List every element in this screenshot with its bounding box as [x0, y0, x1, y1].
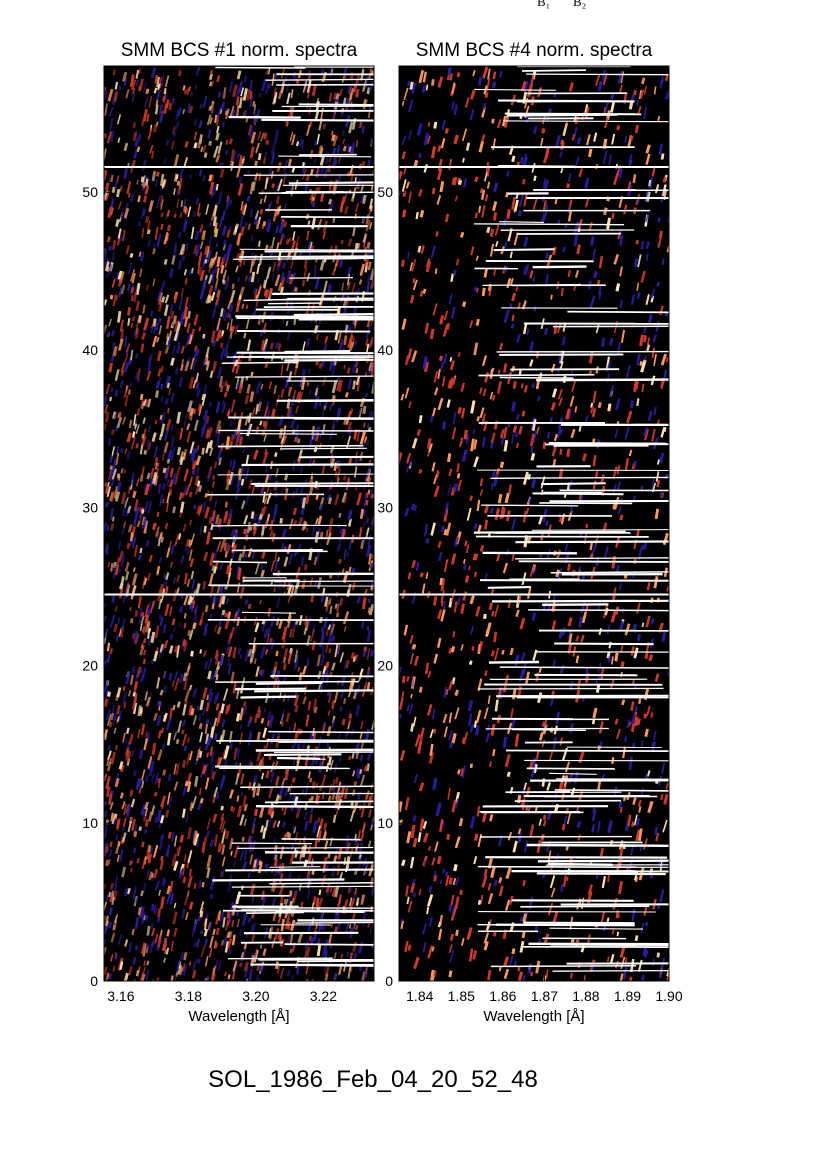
x-tick-label: 3.20: [242, 988, 269, 1004]
overlay-line: [289, 182, 374, 183]
overlay-line: [256, 683, 323, 684]
overlay-line: [215, 767, 329, 768]
x-tick-label: 3.16: [107, 988, 134, 1004]
overlay-line: [251, 483, 374, 484]
overlay-line: [213, 562, 267, 563]
top-label-b1: B₁: [537, 0, 550, 9]
overlay-line: [240, 786, 374, 787]
overlay-line: [285, 944, 375, 945]
heatmap-cell: [366, 980, 371, 990]
y-tick-label: 0: [90, 973, 98, 989]
overlay-line: [228, 418, 374, 419]
overlay-line: [277, 400, 374, 401]
overlay-line: [259, 192, 374, 193]
overlay-line: [277, 758, 320, 759]
y-tick-label: 20: [82, 657, 98, 673]
overlay-line: [235, 689, 306, 690]
overlay-line: [216, 741, 374, 742]
overlay-line: [215, 68, 305, 69]
overlay-line: [270, 676, 374, 677]
overlay-line: [295, 922, 374, 923]
panel-1-xlabel: Wavelength [Å]: [188, 1008, 289, 1025]
panels: SMM BCS #1 norm. spectra 3.16 3.18 3.20 3.22…: [82, 40, 682, 1025]
overlay-line: [261, 120, 374, 121]
x-tick-label: 3.18: [175, 988, 202, 1004]
overlay-line: [232, 886, 374, 887]
overlay-line: [235, 316, 374, 317]
overlay-line: [294, 314, 374, 315]
overlay-line: [299, 104, 374, 105]
overlay-line: [241, 910, 374, 911]
y-tick-label: 50: [82, 184, 98, 200]
top-label-b2: B₂: [573, 0, 586, 9]
overlay-line: [218, 446, 363, 447]
overlay-line: [229, 117, 301, 118]
overlay-line: [241, 697, 297, 698]
overlay-line: [232, 843, 312, 844]
overlay-line: [242, 464, 374, 465]
overlay-line: [240, 434, 337, 435]
overlay-line: [265, 801, 374, 802]
overlay-line: [284, 360, 374, 361]
overlay-line: [269, 867, 320, 868]
overlay-line: [289, 278, 353, 279]
overlay-line: [215, 682, 359, 683]
overlay-line: [253, 525, 347, 526]
overlay-line: [297, 961, 374, 962]
overlay-line: [264, 754, 342, 755]
panel-2-heatmap-bg: [399, 66, 669, 981]
overlay-line: [256, 750, 374, 751]
overlay-line: [238, 908, 375, 909]
overlay-line: [268, 303, 321, 304]
overlay-line: [249, 356, 374, 357]
overlay-line: [246, 912, 304, 913]
overlay-line: [282, 839, 361, 840]
panel-1: SMM BCS #1 norm. spectra 3.16 3.18 3.20 3.22…: [82, 40, 376, 1025]
panel-1-title: SMM BCS #1 norm. spectra: [121, 40, 358, 61]
y-tick-label: 30: [82, 500, 98, 516]
overlay-line: [237, 331, 370, 332]
y-tick-label: 10: [82, 815, 98, 831]
panel-2-title: SMM BCS #4 norm. spectra: [416, 40, 653, 61]
overlay-line: [269, 883, 374, 884]
overlay-line: [280, 448, 367, 449]
overlay-line: [239, 256, 374, 257]
y-tick-label: 40: [82, 342, 98, 358]
overlay-line: [268, 732, 374, 733]
x-tick-label: 3.22: [310, 988, 337, 1004]
overlay-line: [237, 353, 374, 354]
overlay-line: [296, 806, 374, 807]
overlay-line: [284, 351, 350, 352]
overlay-line: [292, 258, 374, 259]
heatmap-cell: [138, 826, 141, 831]
overlay-line: [212, 880, 344, 881]
overlay-line: [222, 362, 298, 363]
overlay-line: [254, 690, 374, 691]
overlay-line: [232, 550, 323, 551]
heatmap-cell: [231, 980, 235, 992]
overlay-line: [278, 156, 371, 157]
overlay-line: [228, 958, 333, 959]
heatmap-cell: [442, 980, 446, 993]
overlay-line: [225, 870, 374, 871]
overlay-line: [218, 430, 374, 431]
overlay-line: [266, 79, 375, 80]
